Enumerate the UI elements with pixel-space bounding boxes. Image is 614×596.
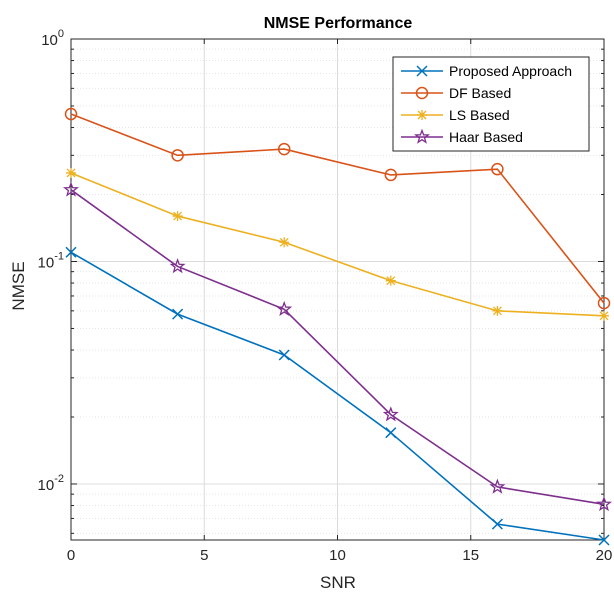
- data-point-marker: [599, 310, 609, 321]
- x-marker: [385, 427, 397, 439]
- pentagram-marker: [63, 181, 79, 197]
- data-point-marker: [276, 300, 293, 317]
- y-axis-label: NMSE: [9, 261, 28, 310]
- x-tick-label: 0: [67, 547, 75, 564]
- circle-marker: [64, 107, 78, 121]
- series-line: [70, 113, 605, 304]
- pentagram-marker: [596, 495, 612, 512]
- circle-marker: [415, 86, 429, 100]
- data-point-marker: [65, 246, 77, 258]
- x-tick-label: 20: [596, 547, 613, 564]
- asterisk-marker: [492, 305, 503, 316]
- asterisk-marker: [279, 237, 290, 248]
- x-axis-label: SNR: [320, 573, 356, 592]
- x-tick-label: 5: [200, 547, 208, 564]
- asterisk-marker: [417, 110, 427, 120]
- data-point-marker: [66, 167, 76, 178]
- pentagram-marker: [276, 300, 293, 317]
- asterisk-marker: [172, 211, 183, 222]
- circle-marker: [384, 168, 398, 182]
- y-tick-label: 10-2: [38, 473, 64, 494]
- data-point-marker: [172, 308, 184, 320]
- pentagram-marker: [414, 128, 430, 144]
- x-tick-label: 10: [329, 547, 346, 564]
- series-line: [70, 251, 605, 541]
- asterisk-marker: [385, 275, 396, 286]
- data-point-marker: [278, 349, 290, 361]
- data-point-marker: [277, 142, 291, 156]
- data-point-marker: [417, 110, 427, 120]
- data-point-marker: [415, 86, 429, 100]
- data-point-marker: [596, 495, 612, 512]
- legend-entry-label: Proposed Approach: [449, 63, 572, 79]
- legend-entry-label: DF Based: [449, 85, 511, 101]
- series-line: [70, 189, 605, 506]
- asterisk-marker: [66, 167, 76, 178]
- circle-marker: [277, 142, 291, 156]
- pentagram-marker: [382, 406, 399, 422]
- x-marker: [598, 534, 610, 546]
- series-line: [70, 172, 605, 317]
- data-point-marker: [171, 149, 184, 162]
- legend-entry-label: LS Based: [449, 107, 510, 123]
- data-point-marker: [598, 534, 610, 546]
- y-tick-label: 10-1: [38, 250, 64, 271]
- legend: Proposed Approach DF Based LS Based Haar Ba…: [392, 56, 590, 152]
- y-tick-label: 100: [41, 28, 64, 49]
- data-point-marker: [492, 305, 503, 316]
- data-point-marker: [384, 168, 398, 182]
- data-point-marker: [382, 406, 399, 422]
- data-point-marker: [414, 128, 430, 144]
- plot-area: 0 5 10 15 20 100 10-1 10-2: [38, 28, 613, 564]
- data-point-marker: [491, 518, 503, 530]
- asterisk-marker: [599, 310, 609, 321]
- x-tick-label: 15: [462, 547, 479, 564]
- data-point-marker: [169, 258, 186, 274]
- circle-marker: [491, 162, 504, 176]
- x-marker: [491, 518, 503, 530]
- pentagram-marker: [169, 258, 186, 274]
- legend-entry-label: Haar Based: [449, 129, 523, 145]
- data-point-marker: [385, 275, 396, 286]
- data-point-marker: [597, 296, 611, 310]
- data-point-marker: [63, 181, 79, 197]
- data-point-marker: [489, 478, 506, 494]
- data-point-marker: [416, 65, 428, 77]
- x-marker: [416, 65, 428, 77]
- data-point-marker: [64, 107, 78, 121]
- circle-marker: [597, 296, 611, 310]
- data-point-marker: [385, 427, 397, 439]
- x-marker: [172, 308, 184, 320]
- x-marker: [278, 349, 290, 361]
- x-marker: [65, 246, 77, 258]
- data-point-marker: [491, 162, 504, 176]
- pentagram-marker: [489, 478, 506, 494]
- data-point-marker: [279, 237, 290, 248]
- chart-title: NMSE Performance: [264, 15, 413, 32]
- data-point-marker: [172, 211, 183, 222]
- circle-marker: [171, 149, 184, 162]
